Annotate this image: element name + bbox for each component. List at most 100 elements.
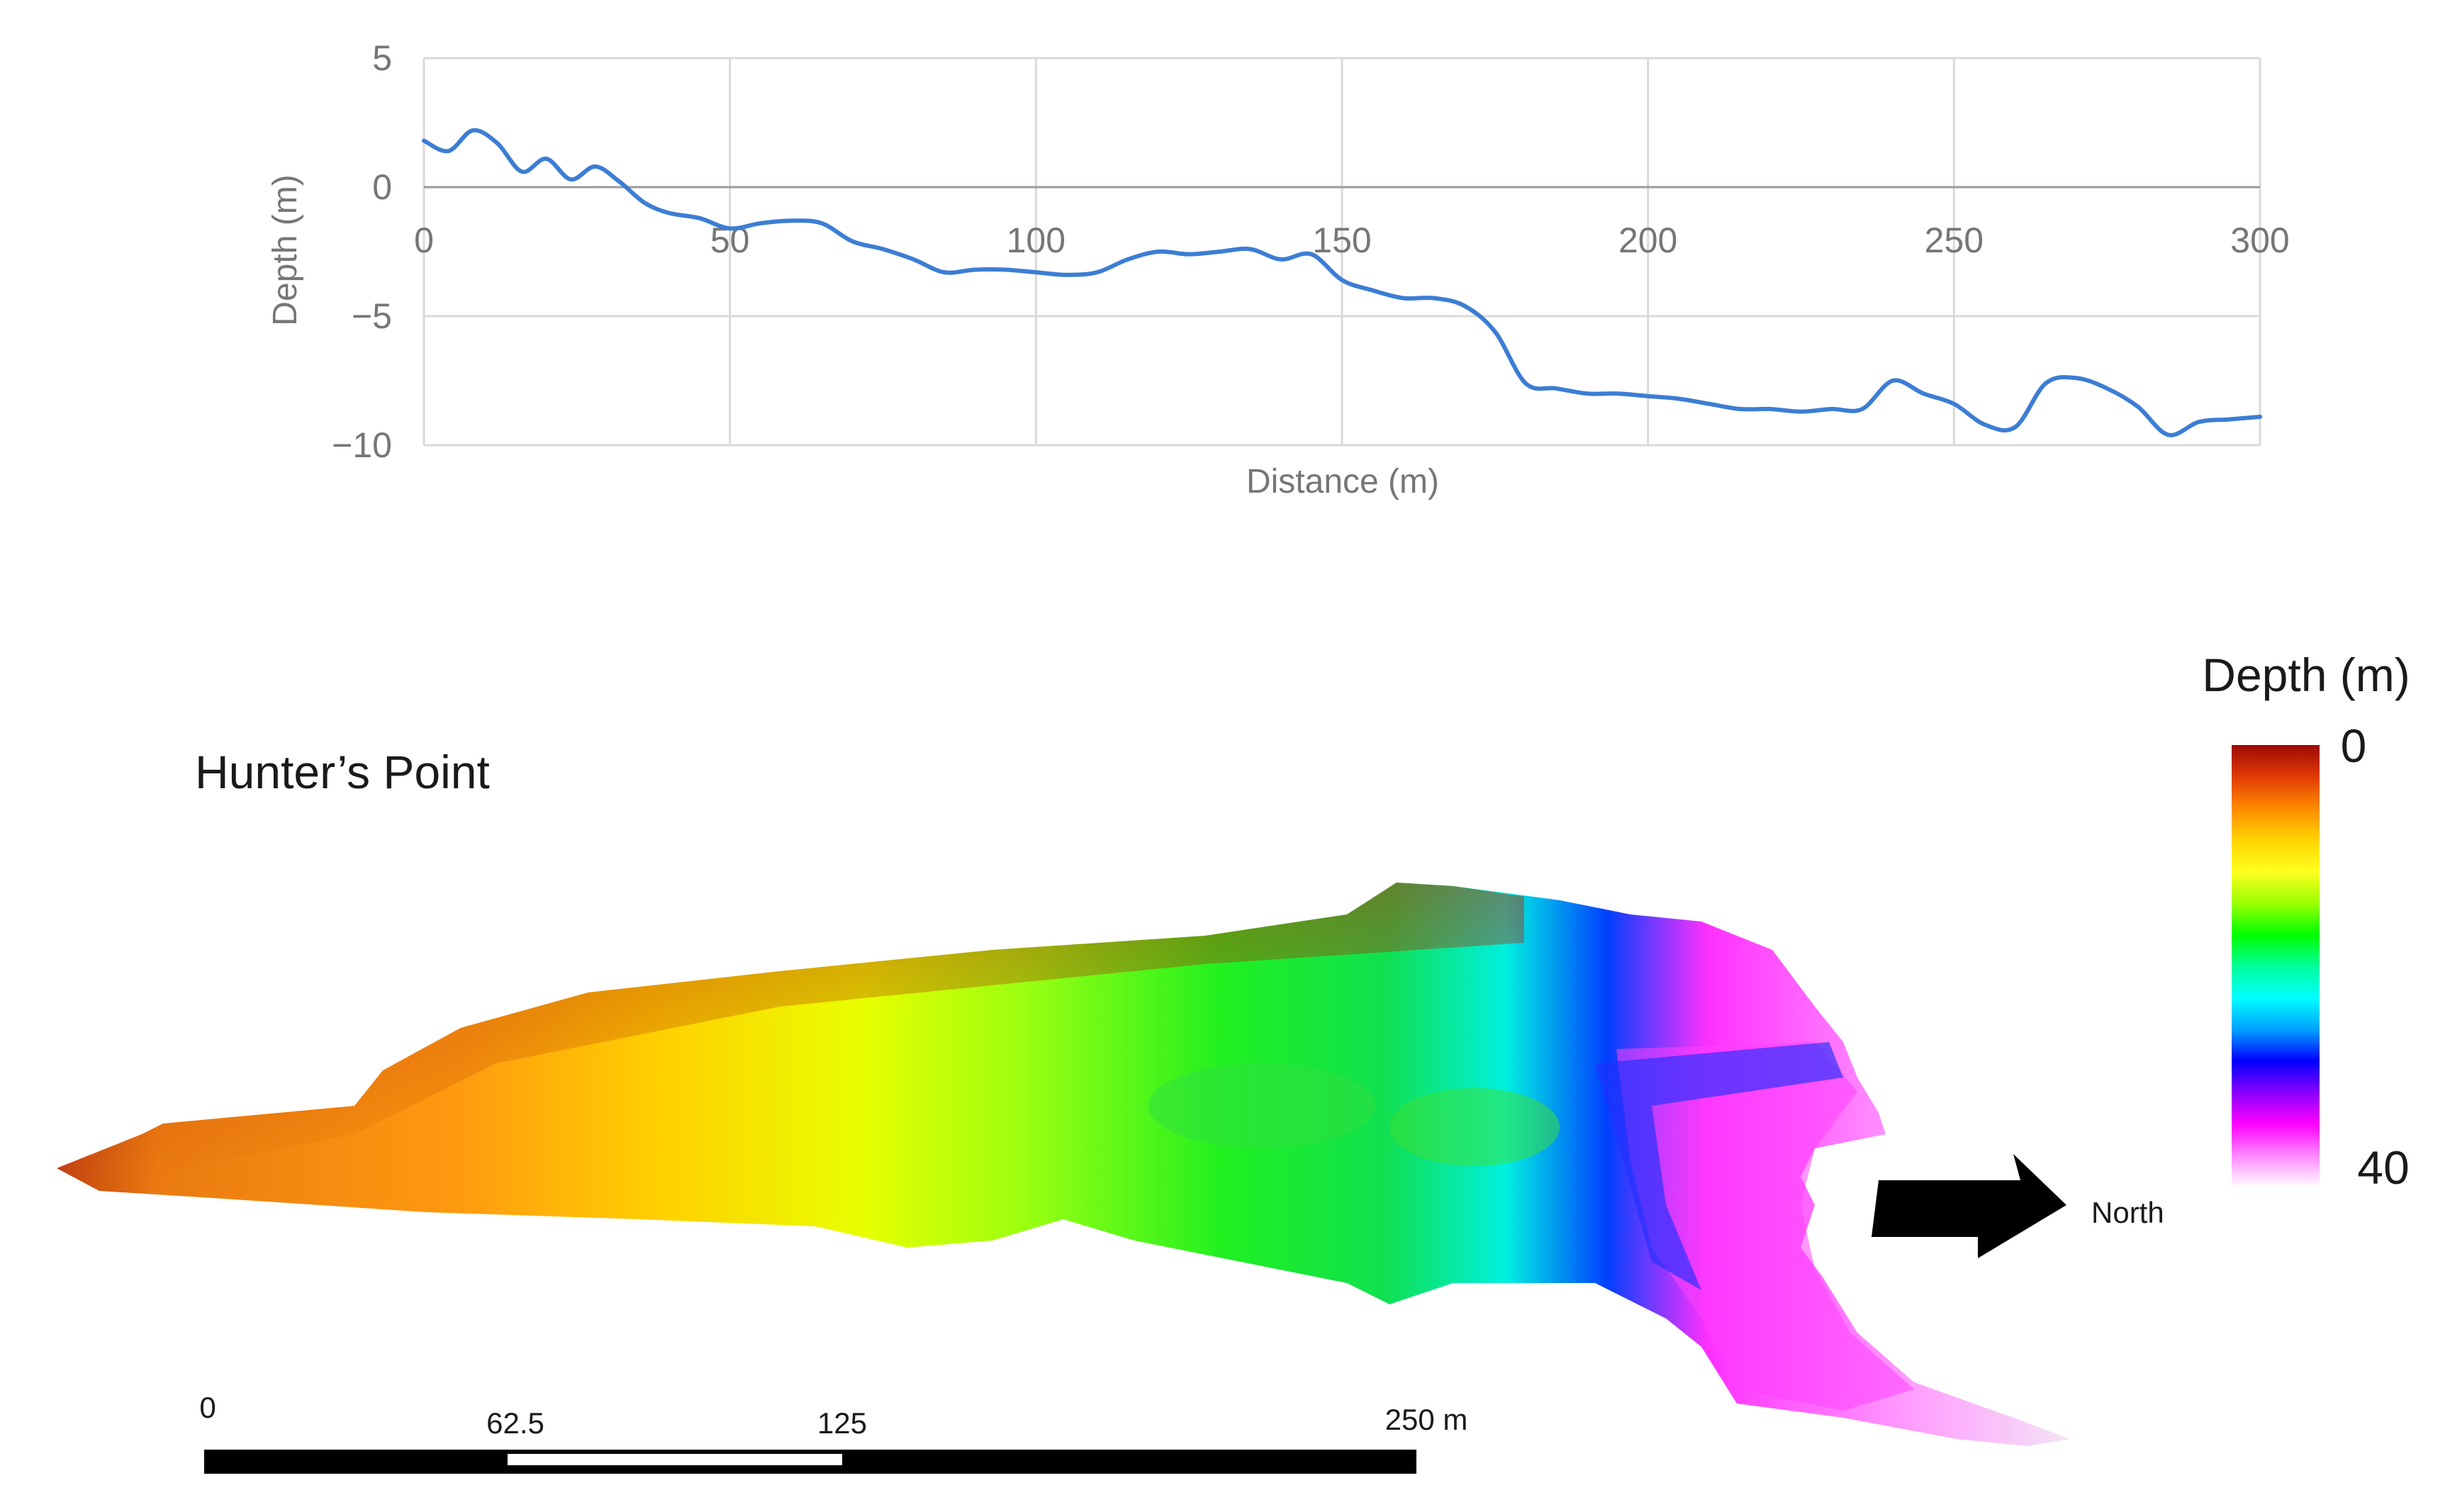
scale-bar: 0 62.5 125 250 m — [199, 1391, 1467, 1474]
scale-bar-white-segment — [508, 1454, 842, 1465]
y-tick-label: 0 — [372, 167, 392, 207]
depth-data-point — [1677, 396, 1681, 401]
depth-data-point — [1830, 407, 1834, 411]
depth-data-point — [1432, 296, 1436, 301]
terrain-blue-band — [1595, 1042, 1843, 1290]
scale-label-125: 125 — [817, 1406, 867, 1440]
scale-label-0: 0 — [199, 1391, 216, 1424]
depth-data-point — [1401, 296, 1405, 301]
depth-data-point — [759, 221, 763, 225]
terrain-surface — [57, 883, 2070, 1446]
depth-data-point — [642, 201, 647, 205]
terrain-shallow-ridge — [57, 883, 1524, 1177]
depth-data-point — [1799, 410, 1803, 414]
depth-data-point — [2227, 418, 2232, 422]
depth-data-point — [2166, 432, 2171, 437]
terrain-green-mound — [1389, 1088, 1560, 1166]
y-tick-label: −5 — [352, 296, 392, 336]
depth-data-point — [1952, 402, 1956, 406]
depth-data-point — [1309, 252, 1314, 257]
north-arrow: North — [1872, 1154, 2164, 1258]
x-tick-label: 100 — [1007, 220, 1065, 260]
depth-data-point — [666, 211, 671, 215]
terrain-deep-channel — [1616, 1042, 1914, 1411]
depth-data-point — [2074, 376, 2079, 380]
depth-data-point — [1554, 386, 1558, 391]
depth-data-point — [1003, 267, 1007, 271]
depth-data-point — [422, 138, 426, 142]
depth-data-point — [1707, 402, 1711, 406]
depth-data-point — [2105, 386, 2109, 391]
depth-data-point — [1646, 394, 1650, 398]
x-tick-label: 200 — [1618, 220, 1677, 260]
depth-data-point — [1340, 278, 1344, 282]
depth-data-point — [471, 128, 475, 133]
depth-data-point — [728, 226, 732, 230]
depth-data-point — [1126, 257, 1130, 262]
depth-data-point — [1034, 270, 1038, 274]
depth-data-point — [1738, 407, 1742, 411]
colorbar-max-label: 40 — [2357, 1141, 2409, 1194]
x-tick-label: 0 — [414, 220, 434, 260]
depth-data-point — [698, 216, 702, 220]
x-tick-label: 300 — [2230, 220, 2289, 260]
colorbar-title: Depth (m) — [2202, 649, 2410, 701]
colorbar-gradient — [2232, 745, 2320, 1187]
chart-gridlines — [423, 57, 2261, 447]
depth-data-point — [1217, 250, 1221, 254]
depth-data-point — [569, 177, 573, 181]
depth-data-point — [1523, 381, 1528, 386]
depth-data-point — [820, 221, 824, 225]
terrain-green-mound — [1148, 1063, 1375, 1148]
depth-colorbar: Depth (m) 0 40 — [2202, 649, 2410, 1194]
north-arrow-icon — [1872, 1154, 2066, 1258]
depth-data-point — [1187, 252, 1191, 257]
scale-label-250m: 250 m — [1385, 1403, 1468, 1436]
depth-data-point — [1095, 270, 1100, 274]
depth-data-point — [973, 267, 977, 271]
depth-data-point — [1584, 391, 1589, 396]
depth-profile-line — [422, 128, 2262, 437]
depth-data-point — [1493, 330, 1497, 334]
depth-data-point — [1065, 273, 1069, 277]
depth-data-point — [447, 149, 451, 153]
depth-data-point — [1768, 407, 1772, 411]
map-title: Hunter’s Point — [195, 746, 490, 798]
depth-data-point — [593, 164, 598, 169]
depth-data-point — [617, 180, 622, 184]
x-tick-label: 250 — [1925, 220, 1984, 260]
depth-data-point — [942, 270, 946, 274]
depth-data-point — [1860, 407, 1864, 411]
north-label: North — [2091, 1196, 2164, 1229]
depth-data-point — [850, 239, 854, 243]
depth-data-point — [1921, 391, 1925, 396]
depth-data-point — [520, 169, 524, 174]
colorbar-min-label: 0 — [2341, 719, 2367, 772]
depth-data-point — [1983, 422, 1987, 427]
depth-data-point — [2013, 425, 2018, 430]
depth-data-point — [1891, 379, 1895, 383]
scale-label-62-5: 62.5 — [486, 1406, 544, 1440]
depth-data-point — [912, 257, 916, 262]
depth-data-point — [2197, 420, 2201, 424]
y-axis-label: Depth (m) — [267, 174, 304, 325]
depth-data-point — [2258, 415, 2262, 419]
bathymetry-map: Hunter’s Point North Depth (m) 0 40 0 62… — [57, 649, 2410, 1474]
depth-data-point — [544, 157, 549, 161]
depth-data-point — [1248, 247, 1253, 251]
y-tick-label: 5 — [372, 38, 392, 78]
x-axis-label: Distance (m) — [1246, 463, 1439, 500]
depth-data-point — [1279, 257, 1283, 262]
depth-data-point — [2135, 404, 2139, 408]
depth-data-point — [496, 141, 500, 145]
x-tick-label: 150 — [1312, 220, 1371, 260]
depth-data-point — [1616, 391, 1620, 396]
depth-data-point — [1156, 250, 1160, 254]
depth-data-point — [1370, 289, 1375, 293]
depth-data-point — [789, 218, 793, 223]
y-tick-label: −10 — [332, 425, 392, 465]
depth-data-point — [2044, 381, 2048, 386]
depth-data-point — [1462, 303, 1467, 308]
